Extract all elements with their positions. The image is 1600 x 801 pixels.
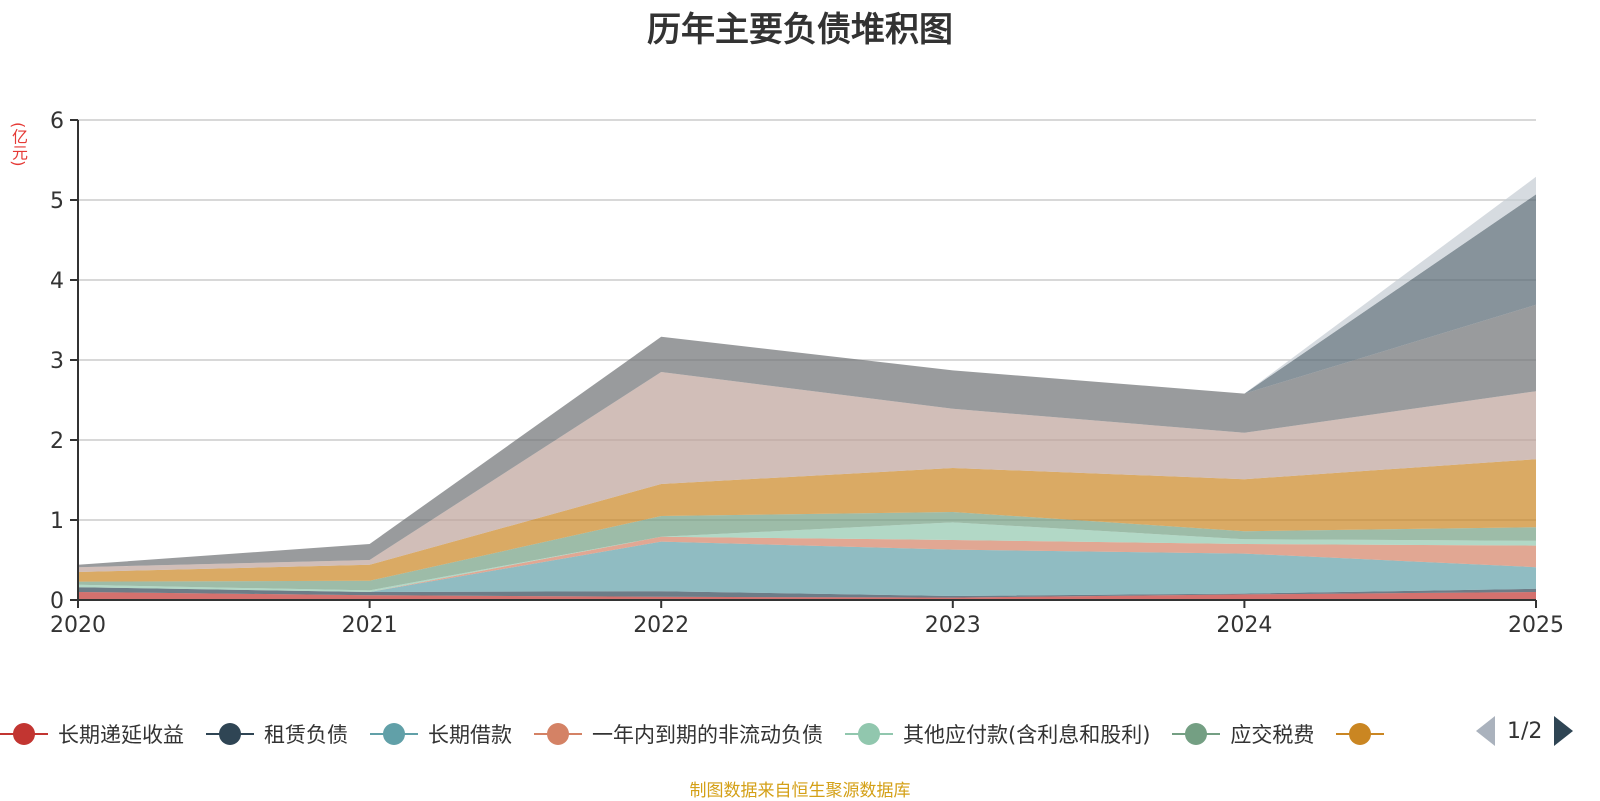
- legend-label: 租赁负债: [264, 723, 348, 747]
- legend-label: 一年内到期的非流动负债: [592, 723, 823, 747]
- y-axis-unit-label: (亿元): [9, 122, 28, 167]
- y-tick-label: 0: [50, 589, 64, 614]
- area-series-4: [78, 522, 1536, 592]
- legend-item[interactable]: 租赁负债: [206, 719, 348, 749]
- x-tick-label: 2022: [633, 613, 689, 638]
- legend-label: 应交税费: [1230, 723, 1315, 747]
- legend-item[interactable]: 长期递延收益: [0, 719, 184, 749]
- x-tick-label: 2025: [1508, 613, 1564, 638]
- area-series-7: [78, 372, 1536, 572]
- legend-item[interactable]: 长期借款: [370, 719, 512, 749]
- legend-marker-icon: [1172, 722, 1221, 746]
- legend-next-page-icon[interactable]: [1554, 716, 1574, 746]
- area-series-3: [78, 536, 1536, 592]
- legend-page-indicator: 1/2: [1507, 718, 1543, 744]
- area-series-6: [78, 459, 1536, 582]
- x-tick-label: 2024: [1216, 613, 1272, 638]
- legend-label: 其他应付款(含利息和股利): [903, 723, 1151, 747]
- y-tick-label: 6: [50, 109, 64, 134]
- y-tick-label: 4: [50, 269, 64, 294]
- data-source-note: 制图数据来自恒生聚源数据库: [689, 781, 911, 801]
- area-series-8: [78, 304, 1536, 568]
- legend: 长期递延收益 租赁负债 长期借款 一年内到期的非流动负债 其他应付款(含利息和股利) 应交…: [0, 715, 1475, 753]
- area-series-0: [78, 592, 1536, 600]
- area-series-1: [78, 587, 1536, 598]
- legend-marker-icon: [845, 722, 893, 746]
- legend-item[interactable]: 其他应付款(含利息和股利): [845, 719, 1150, 749]
- y-tick-label: 2: [50, 429, 64, 454]
- area-series: [78, 176, 1536, 600]
- chart-title: 历年主要负债堆积图: [647, 10, 953, 50]
- legend-marker-icon: [1336, 722, 1385, 746]
- legend-marker-icon: [0, 722, 48, 746]
- legend-prev-page-icon[interactable]: [1476, 716, 1495, 746]
- legend-label: 长期借款: [428, 723, 512, 747]
- area-series-2: [78, 541, 1536, 596]
- legend-marker-icon: [534, 722, 582, 746]
- stacked-area-chart: 0 1 2 3 4 5 6 2020 2021 2022 2023 2024 2025: [50, 109, 1564, 638]
- x-tick-label: 2023: [925, 613, 981, 638]
- legend-label: 长期递延收益: [58, 723, 184, 747]
- legend-marker-icon: [370, 722, 418, 746]
- legend-marker-icon: [206, 722, 254, 746]
- legend-item[interactable]: 一年内到期的非流动负债: [534, 719, 823, 749]
- legend-item[interactable]: 应交税费: [1172, 719, 1314, 749]
- legend-pager: 1/2: [1476, 716, 1574, 746]
- area-series-5: [78, 512, 1536, 591]
- legend-item[interactable]: [1336, 722, 1394, 746]
- y-tick-label: 1: [50, 509, 64, 534]
- x-tick-label: 2021: [342, 613, 398, 638]
- y-tick-label: 3: [50, 349, 64, 374]
- axes: 0 1 2 3 4 5 6 2020 2021 2022 2023 2024 2025: [50, 109, 1564, 638]
- x-tick-label: 2020: [50, 613, 106, 638]
- y-tick-label: 5: [50, 189, 64, 214]
